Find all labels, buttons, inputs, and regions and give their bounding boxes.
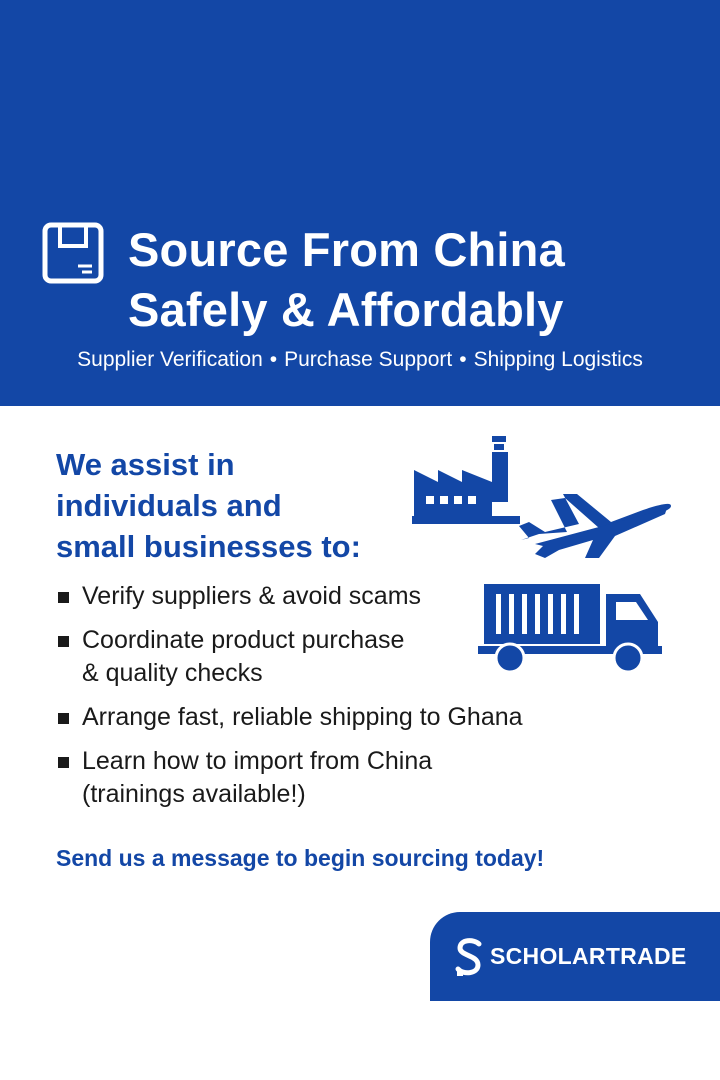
brand-logo-icon [455,937,482,976]
lead-heading: We assist in individuals and small busin… [56,444,416,567]
bullet-icon [58,713,69,724]
factory-icon [412,436,520,524]
call-to-action: Send us a message to begin sourcing toda… [56,845,545,871]
separator-dot: • [459,348,467,371]
service-purchase-support: Purchase Support [284,348,453,371]
box-icon [42,222,104,284]
service-shipping-logistics: Shipping Logistics [473,348,643,371]
title-line-2: Safely & Affordably [128,283,564,336]
bullet-icon [58,592,69,603]
page-title: Source From China Safely & Affordably [128,220,708,340]
service-supplier-verification: Supplier Verification [77,348,263,371]
hero-banner: Source From China Safely & Affordably Su… [0,0,720,406]
list-item-line-2: & quality checks [82,659,263,687]
list-item: Verify suppliers & avoid scams [56,580,616,613]
list-item: Arrange fast, reliable shipping to Ghana [56,701,616,734]
services-subtitle: Supplier Verification • Purchase Support • S… [0,348,720,372]
brand-name: SCHOLARTRADE [490,943,687,969]
airplane-icon [519,494,671,558]
services-list: Verify suppliers & avoid scams Coordinat… [56,580,616,822]
list-item-line-2: (trainings available!) [82,780,306,808]
list-item: Learn how to import from China (trainings… [56,745,616,811]
truck-icon [478,584,662,674]
list-item: Coordinate product purchase & quality che… [56,624,616,690]
list-item-line: Verify suppliers & avoid scams [82,582,422,610]
separator-dot: • [269,348,278,371]
title-line-1: Source From China [128,223,565,276]
bullet-icon [58,636,69,647]
list-item-line: Coordinate product purchase [82,626,405,654]
brand-badge: SCHOLARTRADE [430,912,720,1001]
list-item-line: Arrange fast, reliable shipping to Ghana [82,703,523,731]
list-item-line: Learn how to import from China [82,747,433,775]
bullet-icon [58,757,69,768]
lead-line-1: We assist in [56,447,235,482]
lead-line-3: small businesses to: [56,529,361,564]
lead-line-2: individuals and [56,488,282,523]
